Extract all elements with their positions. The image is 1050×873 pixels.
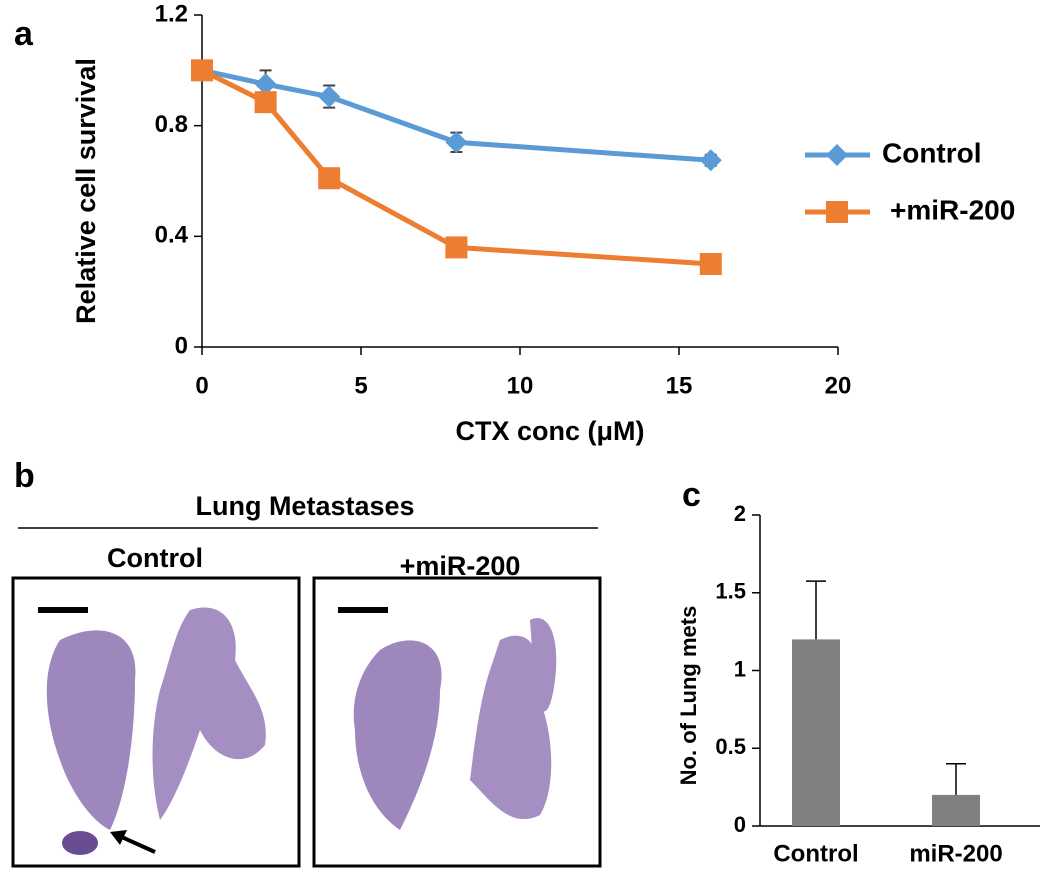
y-axis-label: Relative cell survival xyxy=(71,58,101,324)
y-tick-label: 1.2 xyxy=(155,0,188,27)
x-tick-label: 15 xyxy=(666,372,693,399)
data-point xyxy=(445,131,468,154)
x-tick-label: Control xyxy=(773,840,858,867)
panel-label: a xyxy=(14,15,34,53)
x-tick-label: 20 xyxy=(825,372,852,399)
lung-image xyxy=(312,576,602,868)
image-label: +miR-200 xyxy=(400,551,521,581)
y-tick-label: 1.5 xyxy=(715,579,746,604)
data-point xyxy=(318,167,341,190)
series-line xyxy=(200,68,711,267)
image-label: Control xyxy=(107,543,203,573)
y-tick-label: 0.4 xyxy=(155,222,189,249)
y-tick-label: 0 xyxy=(175,332,188,359)
x-tick-label: 10 xyxy=(507,372,534,399)
y-tick-label: 0.5 xyxy=(715,734,746,759)
legend-label: +miR-200 xyxy=(890,194,1015,225)
y-tick-label: 1 xyxy=(734,656,746,681)
legend-marker xyxy=(826,144,848,166)
data-point xyxy=(318,85,341,108)
legend-marker xyxy=(826,201,848,223)
data-point xyxy=(254,73,277,96)
data-point xyxy=(445,236,468,259)
panel-label: b xyxy=(14,457,35,495)
x-tick-label: miR-200 xyxy=(909,840,1002,867)
legend-label: Control xyxy=(882,137,982,168)
x-axis-label: CTX conc (μM) xyxy=(455,416,644,446)
error-bar xyxy=(946,763,966,795)
bar xyxy=(792,639,840,826)
bar xyxy=(932,794,980,826)
y-axis-label: No. of Lung mets xyxy=(676,606,701,786)
y-tick-label: 0 xyxy=(734,812,746,837)
panel-title: Lung Metastases xyxy=(195,491,414,521)
lung-image xyxy=(11,576,301,868)
x-tick-label: 0 xyxy=(195,372,208,399)
data-point xyxy=(699,149,722,172)
panel-label: c xyxy=(682,476,701,514)
data-point xyxy=(699,253,722,275)
y-tick-label: 2 xyxy=(734,501,746,526)
x-tick-label: 5 xyxy=(354,372,367,399)
y-tick-label: 0.8 xyxy=(155,111,188,138)
data-point xyxy=(254,91,277,114)
error-bar xyxy=(806,580,826,640)
data-point xyxy=(191,59,213,82)
